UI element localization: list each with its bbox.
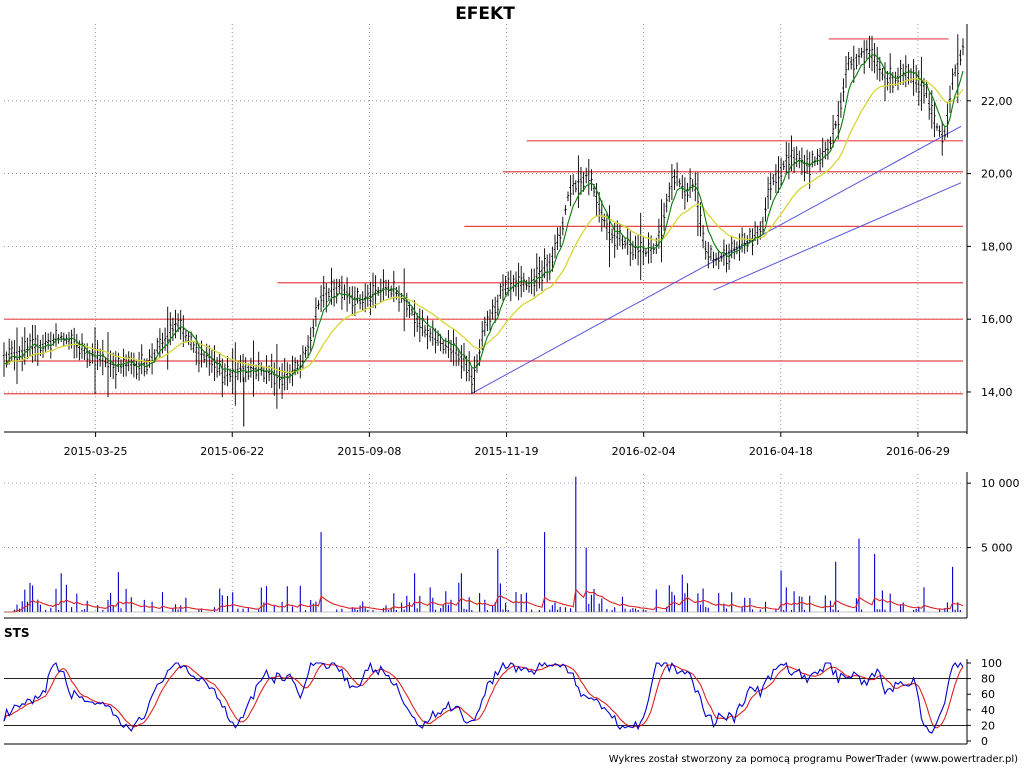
volume-average-line [4, 588, 964, 613]
volume-bars-path [13, 476, 961, 612]
x-tick-label: 2016-06-29 [886, 445, 950, 458]
chart-title: EFEKT [455, 4, 515, 24]
price-axis: 14,00 16,00 18,00 20,00 22,00 [966, 24, 1013, 434]
x-tick-label: 2015-09-08 [337, 445, 401, 458]
footer-credit: Wykres został stworzony za pomocą progra… [609, 754, 1018, 765]
y-tick-label: 20,00 [981, 168, 1013, 181]
volume-bars [13, 476, 961, 612]
date-axis: 2015-03-25 2015-06-22 2015-09-08 2015-11-19… [4, 431, 967, 458]
y-tick-label: 60 [981, 688, 995, 701]
sts-lines [3, 661, 964, 734]
volume-axis: 5 000 10 000 [4, 472, 1020, 619]
moving-averages [3, 54, 964, 380]
x-tick-label: 2016-04-18 [749, 445, 813, 458]
y-tick-label: 18,00 [981, 240, 1013, 253]
y-tick-label: 5 000 [981, 542, 1013, 555]
y-tick-label: 16,00 [981, 313, 1013, 326]
trend-line [713, 182, 962, 291]
volume-grid [4, 474, 963, 612]
y-tick-label: 80 [981, 673, 995, 686]
ohlc-bars [2, 34, 965, 427]
volume-panel: 5 000 10 000 [4, 472, 1020, 619]
ma-long-line [3, 77, 964, 374]
sts-panel: STS 0 20 40 60 80 100 [3, 626, 1002, 748]
y-tick-label: 40 [981, 704, 995, 717]
y-tick-label: 20 [981, 719, 995, 732]
y-tick-label: 100 [981, 657, 1002, 670]
horizontal-levels [4, 38, 963, 395]
sts-k-line [3, 661, 964, 734]
sts-axis: 0 20 40 60 80 100 [4, 657, 1002, 748]
price-ohlc [2, 34, 965, 409]
sts-label: STS [4, 626, 29, 640]
volume-average [4, 588, 964, 613]
price-grid [4, 24, 963, 432]
y-tick-label: 10 000 [981, 477, 1020, 490]
ma-short-line [3, 54, 964, 380]
sts-d-line [3, 662, 964, 729]
y-tick-label: 0 [981, 735, 988, 748]
x-tick-label: 2015-06-22 [200, 445, 264, 458]
x-tick-label: 2015-03-25 [64, 445, 128, 458]
x-tick-label: 2016-02-04 [612, 445, 676, 458]
sts-grid [4, 678, 967, 726]
y-tick-label: 14,00 [981, 386, 1013, 399]
y-tick-label: 22,00 [981, 95, 1013, 108]
x-tick-label: 2015-11-19 [475, 445, 539, 458]
